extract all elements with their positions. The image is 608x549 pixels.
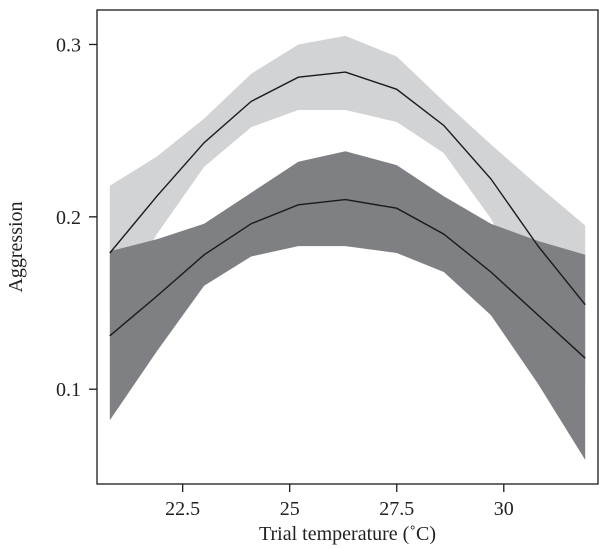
series-2-band (109, 151, 586, 460)
series-1-line (109, 71, 586, 306)
fitted-lines (109, 71, 586, 359)
x-axis-label: Trial temperature (˚C) (259, 523, 436, 545)
x-tick-label: 30 (494, 498, 514, 520)
axis-ticks: 22.5 25 27.5 30 0.1 0.2 0.3 (56, 34, 514, 520)
x-tick-label: 22.5 (165, 498, 200, 520)
x-tick-label: 25 (280, 498, 300, 520)
series-2-line (109, 198, 586, 359)
y-tick-label: 0.3 (56, 34, 81, 56)
y-axis-label: Aggression (5, 201, 27, 292)
x-tick-label: 27.5 (379, 498, 414, 520)
y-tick-label: 0.2 (56, 207, 81, 229)
y-tick-label: 0.1 (56, 379, 81, 401)
confidence-bands (109, 35, 586, 460)
plot-frame (96, 9, 599, 485)
